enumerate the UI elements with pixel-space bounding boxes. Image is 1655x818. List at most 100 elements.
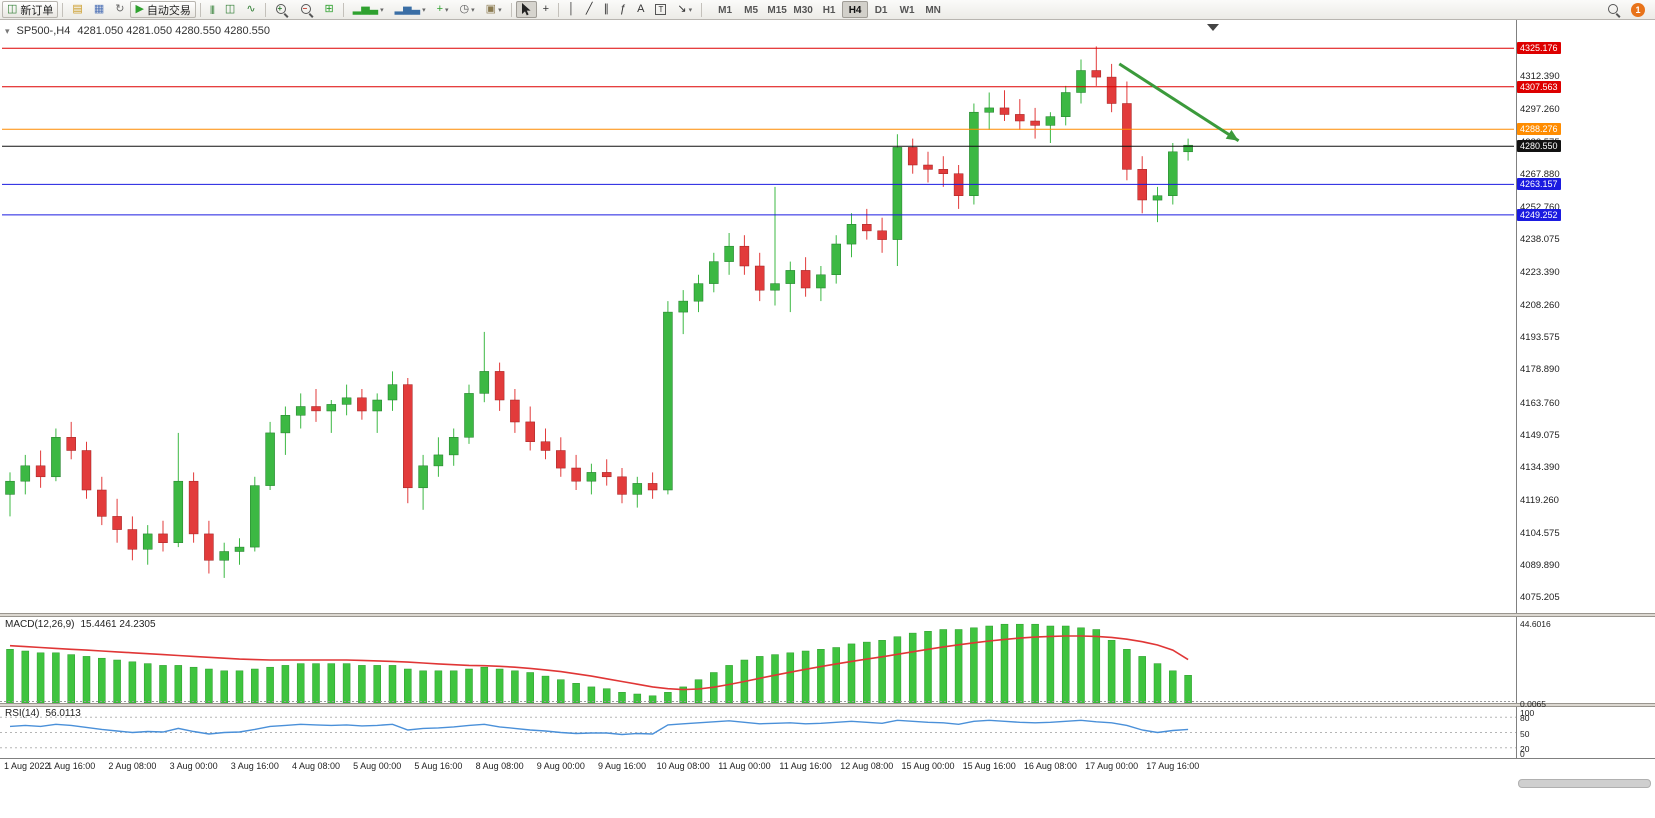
channel-icon: ∥ (603, 3, 610, 15)
refresh-button[interactable]: ↻ (110, 1, 129, 18)
tile-windows-button[interactable]: ⊞ (320, 1, 339, 18)
candle-body (51, 437, 61, 478)
timeframe-w1[interactable]: W1 (899, 5, 915, 16)
candle-body (938, 169, 949, 174)
candle-body (326, 404, 337, 412)
vertical-line-icon: │ (568, 3, 575, 15)
candle-body (250, 485, 260, 548)
macd-histogram-bar (648, 695, 657, 704)
candle-body (1106, 76, 1117, 104)
chart-ohlc-values: 4281.050 4281.050 4280.550 4280.550 (77, 25, 271, 37)
chart-title: ▾ SP500-,H4 4281.050 4281.050 4280.550 4… (5, 25, 270, 37)
macd-histogram-bar (908, 632, 917, 704)
auto-trading-button[interactable]: ▶ 自动交易 (130, 1, 196, 18)
candle-body (999, 107, 1010, 115)
macd-histogram-bar (1107, 640, 1116, 704)
candle-body (418, 465, 428, 489)
toolbar-separator (510, 2, 512, 17)
auto-trading-button-label: 自动交易 (146, 4, 191, 17)
trendline-button[interactable]: ╱ (581, 1, 598, 18)
zoom-in-button[interactable]: + (270, 1, 294, 18)
candle-body (1030, 120, 1040, 126)
profiles-icon: ▤ (72, 3, 83, 15)
candle-body (923, 164, 933, 170)
candle-body (479, 371, 490, 394)
macd-histogram-bar (52, 652, 60, 704)
candle-body (510, 399, 520, 423)
timeframe-h4[interactable]: H4 (842, 1, 869, 18)
candle-body (586, 472, 597, 482)
rsi-line (9, 719, 1189, 736)
candle-body (571, 467, 581, 482)
candle-body (785, 270, 796, 284)
cursor-icon (521, 3, 531, 16)
bar-chart-button[interactable]: ||| (205, 1, 219, 18)
clock-icon: ◷ (459, 3, 470, 15)
crosshair-button[interactable]: + (538, 1, 554, 18)
autotrade-play-icon: ▶ (135, 3, 144, 15)
fibonacci-button[interactable]: ƒ (615, 1, 631, 18)
timeframe-m30[interactable]: M30 (793, 5, 813, 16)
text-icon: A (637, 3, 645, 15)
timeframe-m1[interactable]: M1 (718, 5, 733, 16)
templates-button[interactable]: ▣ ▾ (481, 1, 507, 18)
candle-body (1152, 195, 1163, 201)
chart-plot[interactable] (0, 20, 1516, 613)
shapes-button[interactable]: ↘ ▾ (672, 1, 697, 18)
candle-body (464, 393, 474, 438)
timeframe-m15[interactable]: M15 (767, 5, 787, 16)
candle-body (494, 371, 505, 401)
candle-body (862, 224, 872, 232)
timeframe-mn[interactable]: MN (925, 5, 941, 16)
macd-histogram-bar (327, 663, 336, 704)
time-axis[interactable] (0, 758, 1655, 775)
horizontal-scrollbar-thumb[interactable] (1518, 779, 1651, 788)
charts-button[interactable]: ▦ (89, 1, 109, 18)
timeframe-h1[interactable]: H1 (822, 5, 836, 16)
candle-body (647, 483, 658, 491)
candlestick-chart-button[interactable]: ◫ (220, 1, 240, 18)
macd-panel[interactable] (0, 617, 1516, 703)
macd-name: MACD(12,26,9) (5, 619, 75, 630)
line-chart-button[interactable]: ∿ (241, 1, 260, 18)
label-tool-button[interactable]: T (650, 1, 671, 18)
macd-histogram-bar (1153, 663, 1162, 704)
timeframe-d1[interactable]: D1 (874, 5, 888, 16)
candle-body (142, 533, 153, 550)
indicator-windows-button[interactable]: ▂▅▃ ▾ (390, 1, 431, 18)
new-order-button[interactable]: ◫ 新订单 (2, 1, 59, 18)
candle-body (372, 399, 382, 412)
cursor-button[interactable] (515, 1, 537, 18)
template-icon: ▣ (485, 3, 497, 15)
rsi-panel[interactable] (0, 707, 1516, 758)
candle-body (709, 261, 719, 284)
collapse-chart-icon[interactable]: ▾ (5, 25, 10, 36)
panel-splitter-rsi[interactable] (0, 703, 1655, 707)
candle-body (387, 384, 398, 401)
candlestick-icon: ◫ (224, 3, 236, 15)
trend-arrow[interactable] (1118, 62, 1240, 143)
toolbar: ◫ 新订单 ▤ ▦ ↻ ▶ 自动交易 ||| ◫ ∿ + − ⊞ ▂▅▃ ▾ ▂▅▃ ▾ + ▾ ◷ ▾ ▣ ▾ + │ ╱ ∥ ƒ A… (0, 0, 1655, 20)
periods-button[interactable]: ◷ ▾ (455, 1, 480, 18)
price-axis[interactable] (1516, 20, 1655, 758)
indicators-button[interactable]: ▂▅▃ ▾ (348, 1, 389, 18)
vertical-line-button[interactable]: │ (563, 1, 580, 18)
text-tool-button[interactable]: A (632, 1, 649, 18)
profiles-button[interactable]: ▤ (67, 1, 87, 18)
channel-button[interactable]: ∥ (599, 1, 615, 18)
notification-badge[interactable]: 1 (1631, 2, 1645, 17)
add-indicator-button[interactable]: + ▾ (432, 1, 454, 18)
candle-body (20, 465, 31, 482)
toolbar-separator (199, 2, 201, 17)
search-icon[interactable] (1607, 3, 1621, 17)
timeframe-toolbar: M1 M5 M15 M30 H1 H4 D1 W1 MN (712, 1, 946, 18)
candle-body (1091, 70, 1102, 78)
timeframe-m5[interactable]: M5 (744, 5, 759, 16)
candle-body (234, 546, 245, 552)
panel-splitter-macd[interactable] (0, 613, 1655, 617)
zoom-out-button[interactable]: − (295, 1, 319, 18)
chart-shift-marker[interactable] (1207, 24, 1219, 31)
candle-body (97, 489, 107, 517)
candle-body (984, 107, 994, 113)
